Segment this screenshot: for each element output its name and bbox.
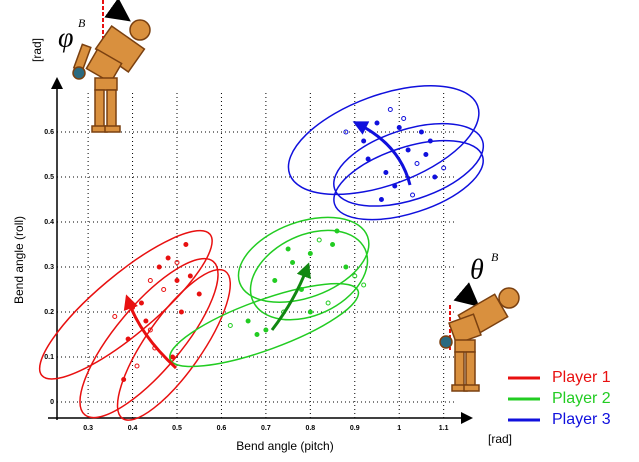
annotation: φ bbox=[58, 22, 74, 53]
point bbox=[362, 283, 366, 287]
ellipse bbox=[23, 211, 229, 398]
x-tick-label: 0.3 bbox=[83, 425, 93, 432]
y-axis-label: Bend angle (roll) bbox=[12, 216, 26, 304]
point bbox=[428, 139, 432, 143]
point bbox=[228, 324, 232, 328]
point bbox=[393, 184, 397, 188]
legend-label: Player 3 bbox=[552, 411, 611, 428]
point bbox=[157, 265, 161, 269]
point bbox=[113, 315, 117, 319]
point bbox=[166, 256, 170, 260]
point bbox=[126, 337, 130, 341]
point bbox=[335, 229, 339, 233]
y-tick-label: 0.3 bbox=[44, 264, 54, 271]
point bbox=[162, 288, 166, 292]
y-tick-label: 0.2 bbox=[44, 309, 54, 316]
x-unit: [rad] bbox=[488, 432, 512, 446]
point bbox=[175, 279, 179, 283]
point bbox=[148, 279, 152, 283]
point bbox=[122, 378, 126, 382]
point bbox=[415, 162, 419, 166]
ellipse bbox=[162, 267, 367, 382]
x-tick-label: 0.6 bbox=[217, 425, 227, 432]
point bbox=[344, 265, 348, 269]
chart: 0.3 0.4 0.5 0.6 0.7 0.8 0.9 1 1.1 0 0.1 0.2 0.3 0.4 0.… bbox=[0, 0, 639, 462]
y-tick-label: 0.5 bbox=[44, 174, 54, 181]
point bbox=[362, 139, 366, 143]
x-tick-label: 0.4 bbox=[128, 425, 138, 432]
x-tick-label: 1.1 bbox=[439, 425, 449, 432]
legend: Player 1 Player 2 Player 3 bbox=[508, 369, 611, 428]
y-tick-label: 0.6 bbox=[44, 129, 54, 136]
point bbox=[317, 238, 321, 242]
point bbox=[197, 292, 201, 296]
point bbox=[273, 279, 277, 283]
point bbox=[286, 247, 290, 251]
point bbox=[135, 364, 139, 368]
point bbox=[255, 333, 259, 337]
point bbox=[308, 310, 312, 314]
point bbox=[411, 193, 415, 197]
x-axis-label: Bend angle (pitch) bbox=[236, 439, 333, 453]
point bbox=[179, 310, 183, 314]
point bbox=[264, 328, 268, 332]
x-tick-label: 0.5 bbox=[172, 425, 182, 432]
legend-label: Player 1 bbox=[552, 369, 611, 386]
point bbox=[424, 153, 428, 157]
point bbox=[299, 288, 303, 292]
point bbox=[375, 121, 379, 125]
y-tick-label: 0.1 bbox=[44, 354, 54, 361]
point bbox=[326, 301, 330, 305]
annotation: B bbox=[491, 250, 499, 264]
trend-arrow bbox=[128, 300, 176, 368]
ellipse bbox=[324, 107, 494, 222]
robot-figure bbox=[440, 288, 519, 391]
point bbox=[144, 319, 148, 323]
grid: 0.3 0.4 0.5 0.6 0.7 0.8 0.9 1 1.1 0 0.1 0.2 0.3 0.4 0.… bbox=[44, 93, 457, 432]
y-unit: [rad] bbox=[30, 38, 44, 62]
point bbox=[184, 243, 188, 247]
point bbox=[384, 171, 388, 175]
y-tick-label: 0 bbox=[50, 399, 54, 406]
point bbox=[433, 175, 437, 179]
y-tick-label: 0.4 bbox=[44, 219, 54, 226]
point bbox=[246, 319, 250, 323]
point bbox=[397, 126, 401, 130]
point bbox=[366, 157, 370, 161]
point bbox=[188, 274, 192, 278]
point bbox=[331, 243, 335, 247]
x-tick-label: 0.9 bbox=[350, 425, 360, 432]
point bbox=[406, 148, 410, 152]
x-tick-label: 0.8 bbox=[305, 425, 315, 432]
point bbox=[291, 261, 295, 265]
point bbox=[419, 130, 423, 134]
point bbox=[402, 117, 406, 121]
point bbox=[388, 108, 392, 112]
point bbox=[379, 198, 383, 202]
point bbox=[139, 301, 143, 305]
legend-label: Player 2 bbox=[552, 390, 611, 407]
point bbox=[171, 355, 175, 359]
x-tick-label: 1 bbox=[397, 425, 401, 432]
x-tick-label: 0.7 bbox=[261, 425, 271, 432]
point bbox=[308, 252, 312, 256]
annotation: θ bbox=[470, 254, 484, 285]
annotation: B bbox=[78, 16, 86, 30]
plot bbox=[23, 64, 494, 436]
ellipse bbox=[236, 213, 382, 338]
